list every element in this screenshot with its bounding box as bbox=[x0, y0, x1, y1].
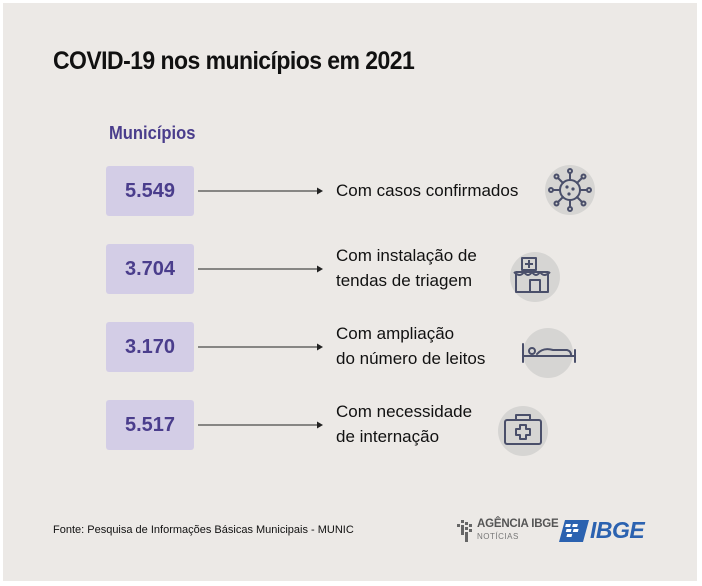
ibge-logo: IBGE bbox=[559, 517, 659, 545]
agencia-ibge-logo: AGÊNCIA IBGE NOTÍCIAS bbox=[455, 516, 559, 546]
stat-description: Com instalação de tendas de triagem bbox=[336, 246, 477, 290]
infographic-card: COVID-19 nos municípios em 2021 Municípi… bbox=[3, 3, 697, 581]
stat-description: Com casos confirmados bbox=[336, 181, 519, 200]
agencia-ibge-mark-icon bbox=[457, 520, 472, 542]
stat-row-hospitalization: 5.517 Com necessidade de internação bbox=[3, 397, 697, 457]
arrow-icon bbox=[198, 265, 323, 273]
stat-row-more-beds: 3.170 Com ampliação do número de leitos bbox=[3, 319, 697, 379]
source-note: Fonte: Pesquisa de Informações Básicas M… bbox=[53, 524, 354, 536]
column-label: Municípios bbox=[109, 123, 196, 143]
agencia-logo-subtext: NOTÍCIAS bbox=[477, 532, 519, 541]
stat-value: 3.170 bbox=[106, 322, 194, 372]
virus-icon bbox=[545, 165, 595, 215]
ibge-mark-icon bbox=[559, 520, 589, 542]
clinic-tent-icon bbox=[510, 252, 560, 302]
stat-value: 5.517 bbox=[106, 400, 194, 450]
stat-value: 5.549 bbox=[106, 166, 194, 216]
arrow-icon bbox=[198, 187, 323, 195]
agencia-logo-text: AGÊNCIA IBGE bbox=[477, 518, 559, 530]
ibge-logo-text: IBGE bbox=[590, 517, 645, 543]
stat-row-triage-tents: 3.704 Com instalação de tendas de triage… bbox=[3, 241, 697, 302]
infographic-title: COVID-19 nos municípios em 2021 bbox=[53, 47, 415, 75]
stat-value: 3.704 bbox=[106, 244, 194, 294]
stat-row-confirmed-cases: 5.549 Com casos confirmados bbox=[3, 163, 697, 223]
stat-description: Com ampliação do número de leitos bbox=[336, 324, 486, 368]
arrow-icon bbox=[198, 343, 323, 351]
stat-description: Com necessidade de internação bbox=[336, 402, 473, 446]
arrow-icon bbox=[198, 421, 323, 429]
medical-kit-icon bbox=[498, 406, 548, 456]
hospital-bed-icon bbox=[522, 328, 576, 378]
